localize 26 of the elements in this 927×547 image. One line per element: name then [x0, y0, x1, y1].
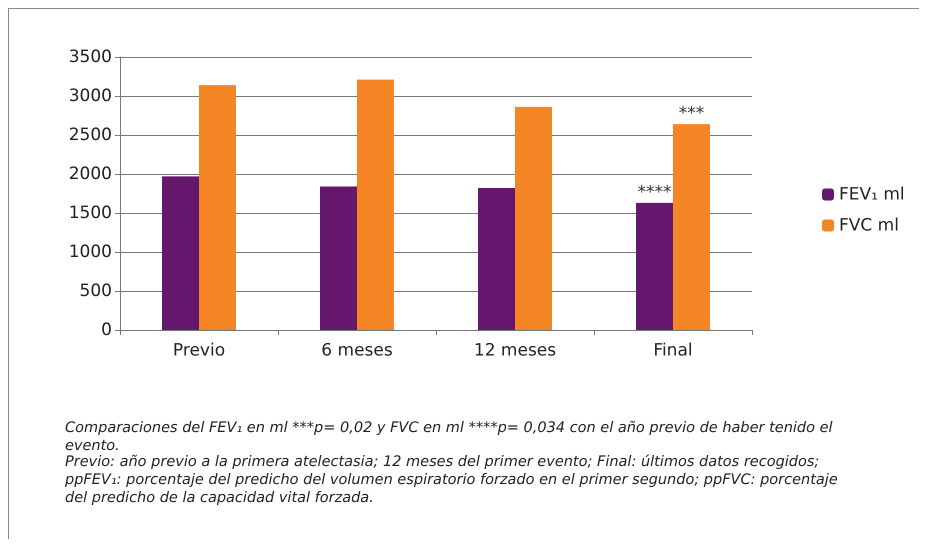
bar — [162, 176, 199, 330]
bar — [515, 106, 552, 330]
x-tick-label: 12 meses — [474, 340, 556, 360]
legend-label: FEV₁ ml — [839, 184, 905, 204]
legend-label: FVC ml — [839, 216, 899, 236]
y-tick-label: 1000 — [68, 242, 112, 262]
y-tick-label: 3500 — [68, 47, 112, 67]
y-tick-label: 3000 — [68, 86, 112, 106]
bar — [320, 186, 357, 330]
bar — [478, 188, 515, 330]
bar — [199, 85, 236, 330]
x-tick-label: Previo — [172, 340, 226, 360]
y-tick-label: 1500 — [68, 203, 112, 223]
bar — [636, 202, 673, 330]
bar — [357, 80, 394, 330]
y-tick-label: 2000 — [68, 164, 112, 184]
x-tick-label: Final — [653, 340, 693, 360]
x-tick-label: 6 meses — [321, 340, 393, 360]
annotation: *** — [678, 104, 704, 124]
text: Previo: año previo a la primera atelectasia; 12 meses del primer evento; Final: últimos datos recogidos; ppFEV₁: porcentaje del predicho del volumen espiratorio forzado en el primer segundo; ppFVC: porcentaje del predicho de la capacidad vital forzada. — [64, 454, 842, 506]
annotation: **** — [638, 182, 672, 202]
y-tick-label: 2500 — [68, 125, 112, 145]
y-tick-label: 500 — [80, 281, 112, 301]
bar — [673, 124, 710, 330]
text: Comparaciones del FEV₁ en ml ***p= 0,02 y FVC en ml ****p= 0,034 con el año previo de haber tenido el evento. — [65, 420, 838, 454]
y-tick-label: 0 — [101, 320, 112, 340]
